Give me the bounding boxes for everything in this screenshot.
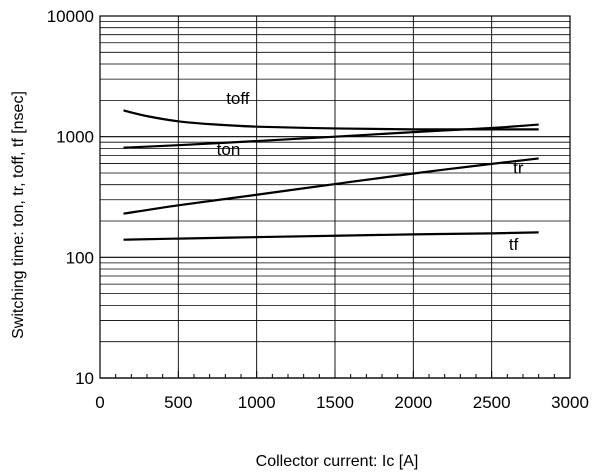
y-axis-title: Switching time: ton, tr, toff, tf [nsec] bbox=[10, 91, 27, 339]
series-label-tr: tr bbox=[513, 159, 524, 178]
x-tick-label: 500 bbox=[164, 393, 192, 412]
x-tick-label: 1000 bbox=[238, 393, 276, 412]
y-tick-label: 1000 bbox=[56, 128, 94, 147]
series-label-toff: toff bbox=[226, 89, 250, 108]
series-line-toff bbox=[123, 109, 539, 131]
x-tick-label: 1500 bbox=[316, 393, 354, 412]
series-label-tf: tf bbox=[509, 235, 519, 254]
series-group bbox=[123, 109, 539, 241]
series-labels: toff ton tr tf bbox=[217, 89, 524, 254]
ticks: 0 500 1000 1500 2000 2500 3000 10 100 1000 10000 bbox=[47, 7, 589, 412]
series-label-ton: ton bbox=[217, 140, 241, 159]
series-line-tr bbox=[123, 157, 539, 215]
x-tick-label: 0 bbox=[95, 393, 104, 412]
x-axis-title: Collector current: Ic [A] bbox=[256, 453, 419, 470]
y-tick-label: 10000 bbox=[47, 7, 94, 26]
grid bbox=[100, 16, 570, 379]
x-tick-label: 2000 bbox=[394, 393, 432, 412]
series-line-tf bbox=[123, 231, 539, 241]
series-line-ton bbox=[123, 123, 539, 149]
x-tick-label: 2500 bbox=[473, 393, 511, 412]
x-tick-label: 3000 bbox=[551, 393, 589, 412]
y-tick-label: 100 bbox=[66, 248, 94, 267]
y-tick-label: 10 bbox=[75, 369, 94, 388]
